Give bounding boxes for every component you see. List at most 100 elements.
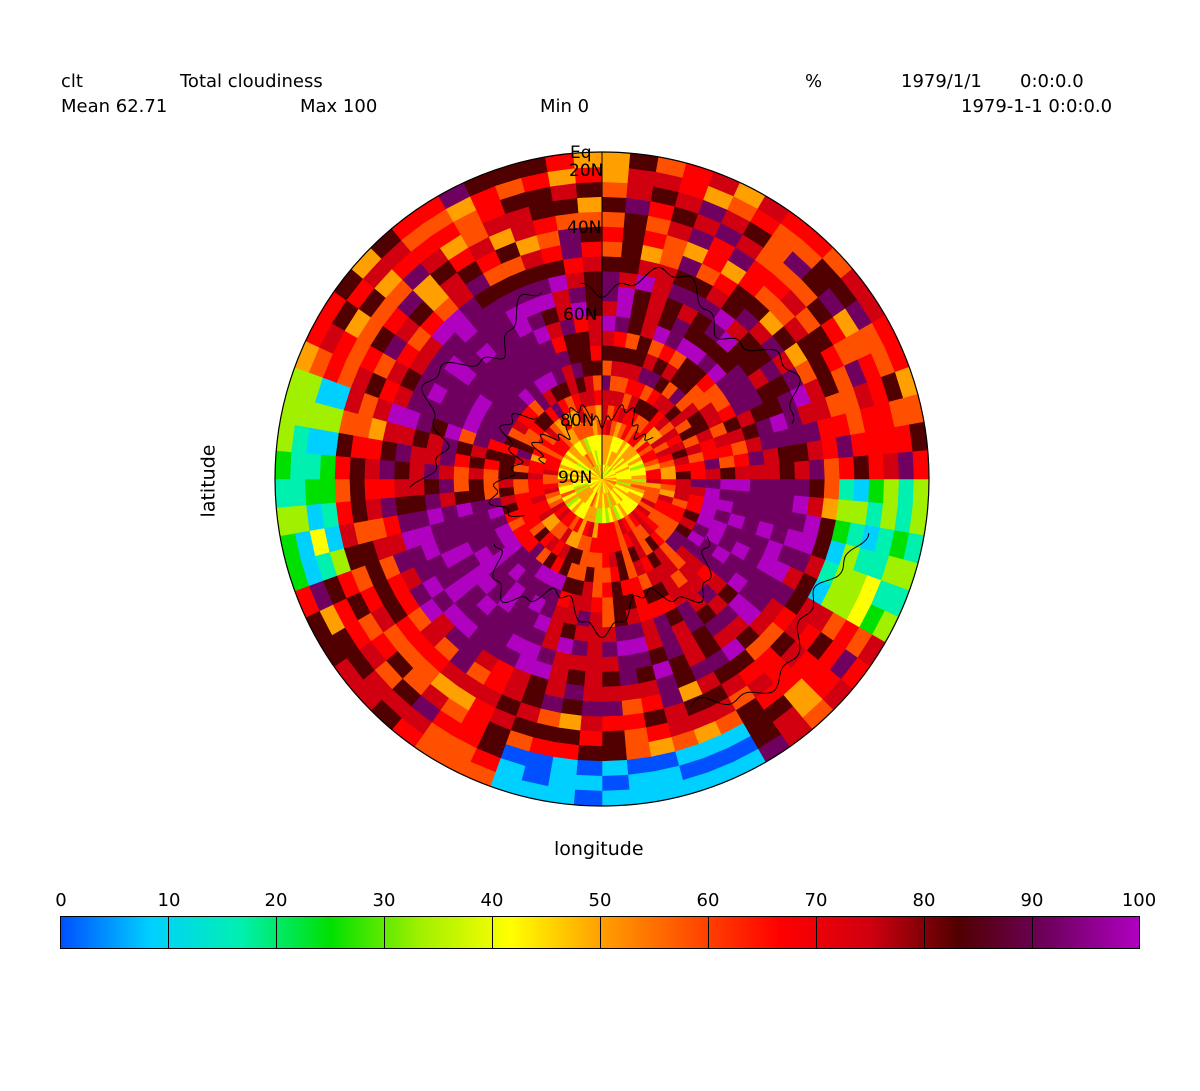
cloud-cell — [423, 492, 442, 511]
cloud-cell — [582, 685, 603, 703]
cloud-cell — [838, 456, 855, 480]
lat-label-80n: 80N — [560, 411, 594, 431]
coastline — [690, 533, 870, 707]
cloud-cells — [275, 152, 929, 806]
cloud-cell — [690, 469, 707, 480]
cloud-cell — [578, 730, 603, 747]
cloud-cell — [734, 478, 751, 493]
cloud-cell — [601, 300, 618, 317]
cloud-cell — [601, 285, 620, 302]
cloud-cell — [289, 451, 307, 480]
cloud-cell — [705, 478, 722, 490]
colorbar-divider — [708, 917, 709, 948]
cloud-cell — [423, 447, 442, 466]
cloud-cell — [601, 671, 621, 688]
colorbar-tick-50: 50 — [588, 890, 612, 911]
cloud-cell — [912, 478, 929, 508]
cloud-cell — [601, 359, 613, 376]
cloud-cell — [575, 760, 603, 777]
cloud-cell — [613, 610, 629, 628]
cloud-cell — [601, 745, 627, 762]
cloud-cell — [791, 495, 810, 516]
cloud-cell — [568, 654, 587, 672]
mean-stat: Mean 62.71 — [61, 96, 168, 117]
cloud-cell — [675, 470, 692, 480]
cloud-cell — [578, 345, 592, 363]
cloud-cell — [453, 465, 470, 480]
cloud-cell — [601, 760, 629, 777]
cloud-cell — [409, 445, 427, 464]
cloud-cell — [570, 639, 589, 658]
cloud-cell — [590, 344, 603, 361]
colorbar-tick-80: 80 — [912, 890, 936, 911]
cloud-cell — [349, 478, 366, 502]
cloud-cell — [601, 196, 627, 213]
y-axis-label: latitude — [197, 444, 220, 518]
cloud-cell — [883, 478, 900, 506]
cloud-cell — [601, 567, 612, 584]
cloud-cell — [762, 447, 781, 466]
cloud-cell — [601, 240, 624, 258]
coastline — [579, 266, 801, 424]
cloud-cell — [580, 700, 603, 718]
cloud-cell — [364, 437, 383, 460]
cloud-cell — [590, 597, 603, 614]
cloud-cell — [560, 241, 583, 260]
cloud-cell — [601, 789, 631, 806]
cloud-cell — [562, 256, 585, 275]
colorbar-tick-0: 0 — [55, 890, 67, 911]
cloud-cell — [592, 374, 603, 391]
lat-label-eq: Eq — [570, 143, 592, 163]
cloud-cell — [304, 478, 321, 506]
cloud-cell — [482, 468, 499, 480]
cloud-cell — [591, 582, 603, 599]
cloud-cell — [601, 552, 611, 569]
cloud-cell — [601, 226, 625, 243]
timestamp-label: 1979-1-1 0:0:0.0 — [961, 96, 1113, 117]
cloud-cell — [334, 455, 351, 480]
cloud-cell — [482, 478, 499, 490]
cloud-cell — [468, 489, 486, 503]
cloud-cell — [601, 181, 629, 198]
cloud-cell — [718, 455, 736, 469]
cloud-cell — [334, 478, 351, 503]
cloud-cell — [512, 478, 529, 488]
cloud-cell — [720, 467, 737, 480]
lat-label-90n: 90N — [558, 468, 592, 488]
coastline — [488, 413, 537, 518]
cloud-cell — [660, 472, 677, 480]
cloud-cell — [409, 494, 427, 513]
units-label: % — [805, 71, 823, 92]
coastline — [409, 292, 543, 488]
colorbar-divider — [384, 917, 385, 948]
cloud-cell — [601, 166, 630, 184]
cloud-cell — [588, 330, 603, 347]
colorbar-tick-100: 100 — [1121, 890, 1157, 911]
cloud-cell — [275, 478, 292, 508]
cloud-cell — [275, 450, 292, 480]
cloud-cell — [363, 478, 381, 501]
cloud-cell — [364, 498, 383, 521]
colorbar-tick-70: 70 — [804, 890, 828, 911]
cloud-cell — [618, 668, 639, 687]
cloud-cell — [601, 537, 609, 554]
cloud-cell — [304, 452, 321, 480]
cloud-cell — [595, 404, 603, 421]
cloud-cell — [764, 478, 781, 495]
cloud-cell — [601, 611, 616, 628]
cloud-cell — [808, 478, 826, 499]
cloud-cell — [621, 241, 644, 260]
cloud-cell — [577, 745, 603, 762]
cloud-cell — [779, 461, 796, 480]
cloud-cell — [601, 330, 616, 347]
colorbar-divider — [1032, 917, 1033, 948]
colorbar-divider — [492, 917, 493, 948]
cloud-cell — [438, 478, 455, 494]
cloud-cell — [588, 611, 603, 628]
cloud-cell — [705, 468, 722, 480]
cloud-cell — [438, 491, 456, 508]
cloud-cell — [615, 639, 634, 658]
cloud-cell — [560, 698, 583, 717]
cloud-cell — [423, 478, 440, 495]
